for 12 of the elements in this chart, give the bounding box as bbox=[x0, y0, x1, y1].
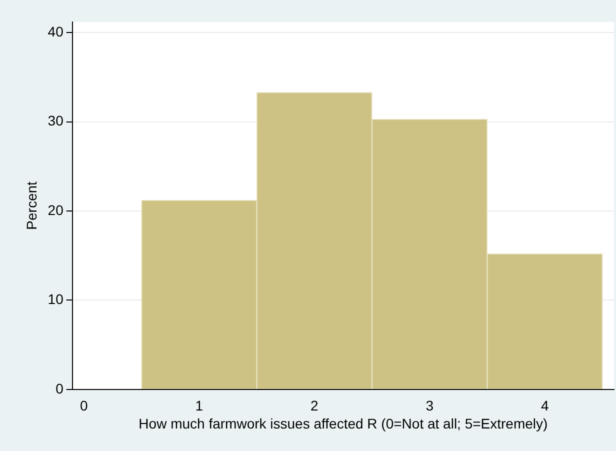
x-tick-label: 4 bbox=[540, 398, 549, 414]
x-axis-title: How much farmwork issues affected R (0=Not at all; 5=Extremely) bbox=[138, 415, 548, 432]
x-tick-label: 3 bbox=[426, 398, 434, 414]
y-tick-label: 20 bbox=[48, 202, 64, 218]
y-tick-label: 10 bbox=[48, 291, 64, 308]
x-tick-label: 0 bbox=[80, 398, 88, 414]
x-tick-label: 2 bbox=[310, 398, 318, 414]
y-tick-label: 30 bbox=[48, 112, 64, 129]
x-tick-label: 1 bbox=[195, 398, 204, 414]
y-tick-label: 40 bbox=[48, 24, 64, 40]
y-tick-label: 0 bbox=[56, 380, 64, 396]
y-axis-title: Percent bbox=[23, 181, 40, 230]
